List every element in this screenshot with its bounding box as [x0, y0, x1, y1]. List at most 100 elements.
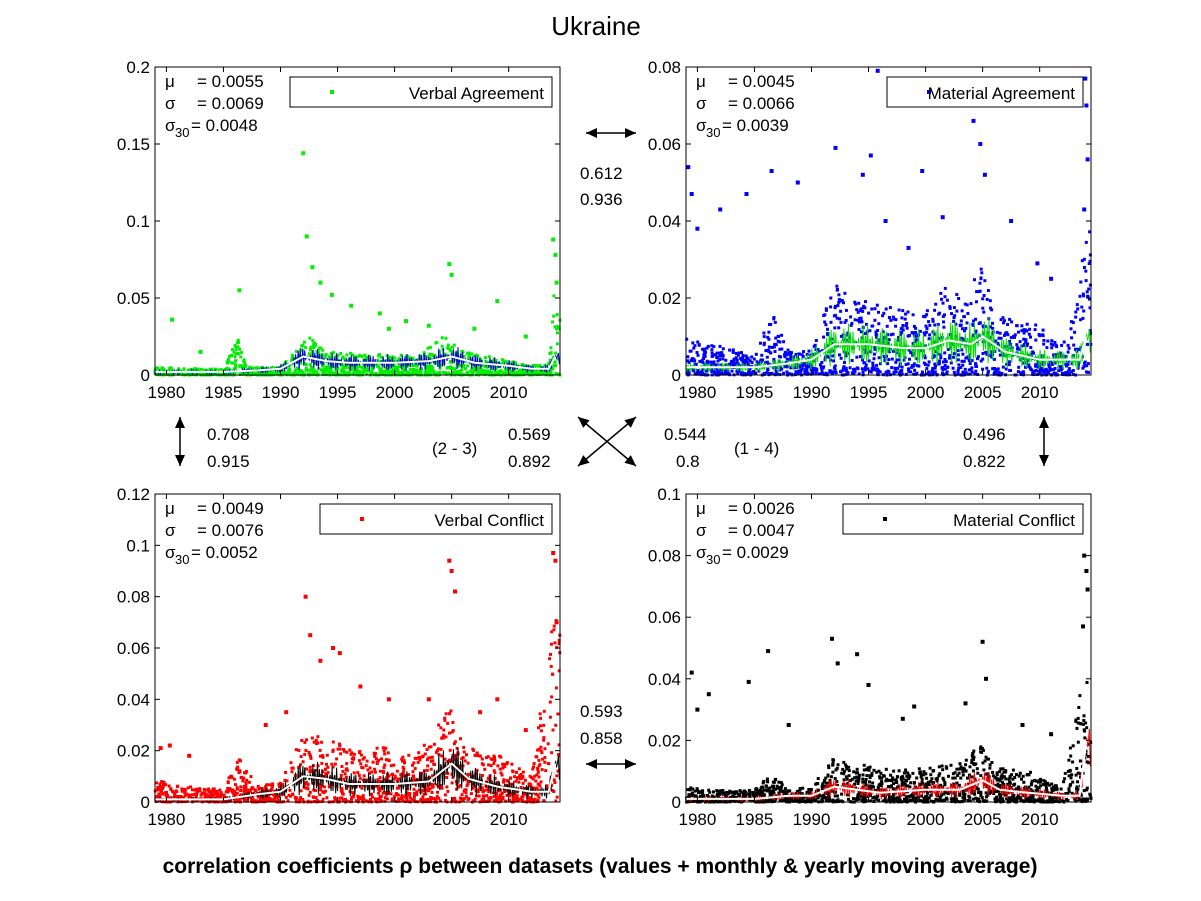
scatter-point [818, 363, 822, 367]
scatter-point-spike [523, 334, 528, 339]
scatter-point [473, 753, 477, 757]
scatter-point-spike [551, 237, 556, 242]
scatter-point [1031, 370, 1035, 374]
scatter-point [255, 366, 259, 370]
scatter-point [906, 362, 910, 366]
scatter-point [1041, 333, 1045, 337]
scatter-point [915, 357, 919, 361]
scatter-point [1088, 259, 1092, 263]
scatter-point [363, 353, 367, 357]
scatter-point [427, 370, 431, 374]
scatter-point [521, 781, 525, 785]
scatter-point [812, 366, 816, 370]
scatter-point [509, 361, 513, 365]
scatter-point [422, 351, 426, 355]
scatter-point-spike [769, 169, 774, 173]
scatter-point [1016, 347, 1019, 351]
scatter-point [996, 342, 1000, 345]
scatter-point-spike [971, 118, 976, 123]
scatter-point [799, 369, 802, 373]
scatter-point [542, 372, 546, 376]
scatter-point [181, 796, 185, 800]
scatter-point [443, 793, 447, 797]
scatter-point [439, 747, 443, 751]
scatter-point [868, 329, 872, 333]
scatter-point [241, 372, 245, 376]
scatter-point [908, 785, 912, 789]
scatter-point [435, 372, 439, 376]
scatter-point [887, 316, 891, 320]
scatter-point [245, 778, 249, 782]
scatter-point [156, 788, 160, 791]
scatter-point [538, 784, 542, 788]
scatter-point [864, 780, 867, 784]
scatter-point [491, 364, 494, 368]
scatter-point [1079, 280, 1083, 284]
scatter-point [472, 367, 476, 371]
scatter-point [340, 791, 344, 795]
scatter-point [942, 320, 945, 324]
scatter-point [205, 372, 209, 376]
scatter-point [785, 357, 789, 361]
scatter-point [418, 755, 421, 759]
scatter-point [320, 740, 324, 744]
scatter-point [951, 772, 955, 776]
scatter-point [1047, 371, 1050, 375]
scatter-point [540, 372, 544, 376]
scatter-point [1080, 305, 1084, 309]
scatter-point [957, 297, 961, 300]
scatter-point [434, 797, 438, 801]
scatter-point [868, 780, 871, 784]
scatter-point [523, 371, 527, 375]
scatter-point [518, 774, 522, 778]
y-tick-label: 0.04 [117, 690, 150, 709]
scatter-point [881, 330, 885, 334]
scatter-point [771, 789, 775, 793]
scatter-point [435, 783, 439, 787]
scatter-point [844, 366, 848, 370]
scatter-point [554, 371, 558, 375]
scatter-point [1022, 331, 1026, 335]
scatter-point [948, 356, 951, 360]
scatter-point [788, 350, 792, 354]
scatter-point [1071, 372, 1075, 376]
scatter-point [837, 326, 841, 330]
scatter-point [243, 771, 246, 775]
scatter-point-spike [331, 646, 335, 650]
scatter-point [909, 370, 912, 374]
scatter-point [406, 799, 410, 803]
scatter-point [1060, 372, 1064, 375]
scatter-point [371, 367, 375, 371]
scatter-point [531, 767, 535, 771]
scatter-point [1002, 775, 1006, 779]
scatter-point [320, 761, 324, 765]
scatter-point [715, 355, 719, 359]
scatter-point [873, 307, 877, 311]
scatter-point [308, 336, 312, 340]
scatter-point [829, 775, 833, 779]
scatter-point [451, 721, 455, 724]
scatter-point [847, 765, 851, 769]
scatter-point [335, 757, 339, 761]
scatter-point [942, 778, 946, 782]
scatter-point [959, 323, 963, 327]
scatter-point [325, 762, 328, 766]
scatter-point [866, 367, 870, 371]
scatter-point [783, 365, 787, 369]
scatter-point [512, 371, 516, 375]
scatter-point [243, 796, 247, 800]
scatter-point [760, 353, 764, 357]
scatter-point [754, 371, 758, 375]
scatter-point [357, 370, 361, 374]
scatter-point [877, 322, 881, 326]
scatter-point [502, 765, 506, 769]
scatter-point [344, 366, 348, 369]
scatter-point [374, 757, 378, 761]
scatter-point [495, 792, 498, 795]
scatter-point [767, 330, 771, 334]
scatter-point [999, 336, 1003, 340]
scatter-point [1053, 361, 1057, 365]
scatter-point [166, 793, 170, 797]
scatter-point [745, 361, 749, 365]
scatter-point [446, 343, 450, 347]
